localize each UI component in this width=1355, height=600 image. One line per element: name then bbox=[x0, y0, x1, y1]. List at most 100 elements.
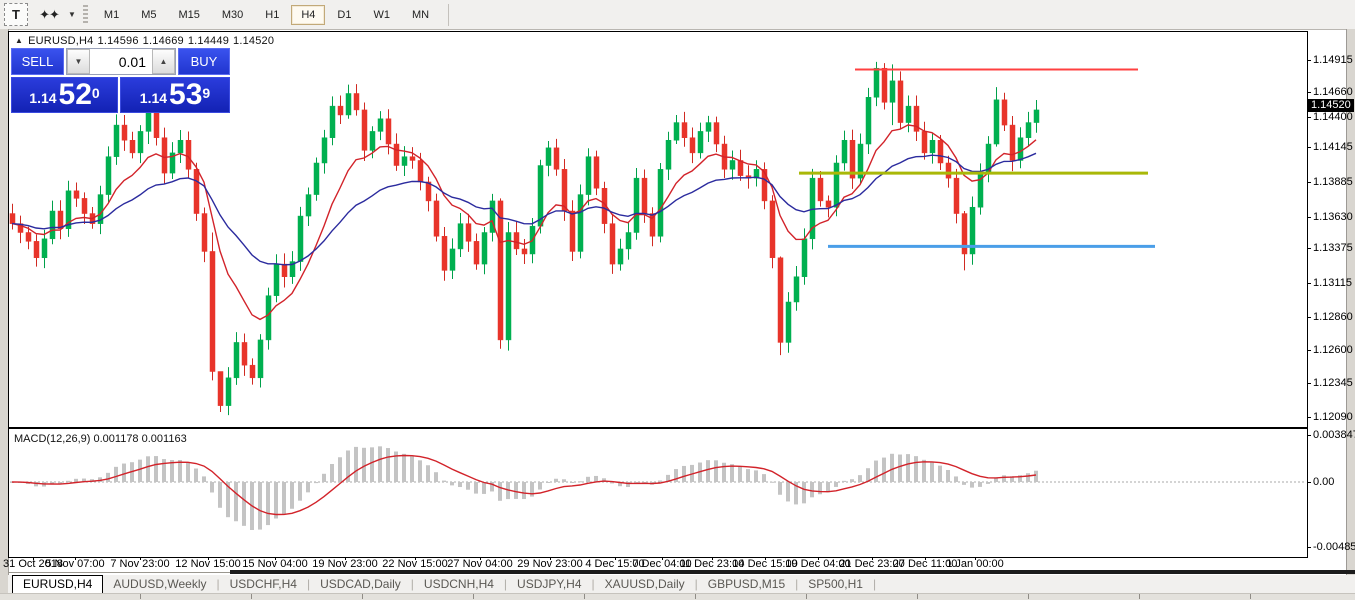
tab-separator: | bbox=[591, 577, 595, 591]
time-axis-label: 14 Dec 15:00 bbox=[732, 558, 798, 570]
strip-tick bbox=[1028, 594, 1029, 599]
chart-tab-usdchf[interactable]: USDCHF,H4 bbox=[229, 576, 297, 591]
buy-price-tile[interactable]: 1.14 53 9 bbox=[120, 77, 230, 113]
chart-tab-gbpusd[interactable]: GBPUSD,M15 bbox=[707, 576, 786, 591]
price-axis-label: 1.14400 bbox=[1313, 111, 1353, 123]
time-axis-label: 21 Dec 23:00 bbox=[839, 558, 905, 570]
price-axis-tick bbox=[1307, 283, 1311, 284]
time-axis-label: 22 Nov 15:00 bbox=[382, 558, 448, 570]
strip-tick bbox=[695, 594, 696, 599]
strip-tick bbox=[806, 594, 807, 599]
chart-tab-eurusd[interactable]: EURUSD,H4 bbox=[12, 574, 104, 594]
timeframe-button-m30[interactable]: M30 bbox=[221, 8, 244, 21]
tab-separator: | bbox=[503, 577, 508, 591]
price-axis-label: 1.12860 bbox=[1313, 311, 1353, 323]
timeframe-button-h4[interactable]: H4 bbox=[291, 4, 326, 25]
text-label-tool-icon[interactable]: T bbox=[4, 3, 28, 26]
hscroll-thumb[interactable] bbox=[230, 570, 1355, 574]
time-axis-label: 12 Nov 15:00 bbox=[175, 558, 241, 570]
timeframe-button-h1[interactable]: H1 bbox=[265, 8, 280, 21]
price-axis-label: 1.13375 bbox=[1313, 242, 1353, 254]
sell-price-point: 0 bbox=[91, 85, 100, 101]
buy-price-point: 9 bbox=[202, 85, 211, 101]
price-axis-label: 1.12345 bbox=[1313, 377, 1353, 389]
timeframe-button-mn[interactable]: MN bbox=[411, 8, 430, 21]
volume-box: ▼ ▲ bbox=[66, 48, 176, 75]
chevron-down-icon[interactable]: ▼ bbox=[68, 10, 76, 19]
high-value: 1.14669 bbox=[142, 35, 184, 47]
time-axis-label: 7 Dec 04:00 bbox=[632, 558, 692, 570]
strip-tick bbox=[473, 594, 474, 599]
sell-price-base: 1.14 bbox=[29, 90, 57, 106]
open-value: 1.14596 bbox=[97, 35, 139, 47]
one-click-collapse-icon[interactable]: ▲ bbox=[15, 36, 24, 45]
price-axis-tick bbox=[1307, 383, 1311, 384]
time-axis-label: 4 Dec 15:00 bbox=[585, 558, 645, 570]
price-axis-label: 1.13115 bbox=[1313, 277, 1352, 289]
buy-price-pips: 53 bbox=[169, 78, 203, 111]
window-bottom-strip bbox=[0, 593, 1355, 600]
timeframe-button-w1[interactable]: W1 bbox=[373, 8, 390, 21]
macd-indicator-pane[interactable] bbox=[8, 428, 1308, 558]
buy-price-base: 1.14 bbox=[139, 90, 168, 106]
tab-separator: | bbox=[216, 577, 220, 591]
toolbar-grip bbox=[82, 4, 88, 25]
chart-info-line: ▲ EURUSD,H4 1.14596 1.14669 1.14449 1.14520 bbox=[15, 35, 278, 47]
macd-axis-label: -0.004856 bbox=[1313, 541, 1355, 553]
chart-tab-usdjpy[interactable]: USDJPY,H4 bbox=[517, 576, 582, 591]
timeframe-button-m5[interactable]: M5 bbox=[141, 8, 157, 21]
price-axis-label: 1.13885 bbox=[1313, 176, 1353, 188]
timeframe-button-m1[interactable]: M1 bbox=[103, 8, 120, 21]
strip-tick bbox=[1139, 594, 1140, 599]
sell-price-tile[interactable]: 1.14 52 0 bbox=[11, 77, 118, 113]
volume-decrease-button[interactable]: ▼ bbox=[67, 49, 90, 74]
price-axis-tick bbox=[1307, 92, 1311, 93]
tab-separator: | bbox=[694, 577, 698, 591]
sell-button[interactable]: SELL bbox=[11, 48, 64, 75]
macd-main-value: 0.001178 bbox=[93, 433, 139, 445]
time-axis-label: 7 Nov 23:00 bbox=[110, 558, 170, 570]
time-axis-label: 27 Dec 11:00 bbox=[892, 558, 958, 570]
timeframe-buttons: M1 M5 M15 M30 H1 H4 D1 W1 MN bbox=[93, 4, 440, 25]
price-axis-tick bbox=[1307, 317, 1311, 318]
price-axis-tick bbox=[1307, 182, 1311, 183]
price-axis-label: 1.12600 bbox=[1313, 344, 1353, 356]
price-axis-tick bbox=[1307, 147, 1311, 148]
timeframe-toolbar: T ✦✦ ▼ M1 M5 M15 M30 H1 H4 D1 W1 MN bbox=[0, 0, 1355, 30]
time-axis-label: 1 Jan 00:00 bbox=[946, 558, 1004, 570]
chart-tab-xauusd[interactable]: XAUUSD,Daily bbox=[604, 576, 685, 591]
strip-tick bbox=[251, 594, 252, 599]
chart-tabbar: EURUSD,H4 AUDUSD,Weekly | USDCHF,H4 | USDCAD,… bbox=[8, 574, 1355, 594]
price-axis-label: 1.14145 bbox=[1313, 141, 1353, 153]
toolbar-separator bbox=[448, 3, 450, 26]
volume-increase-button[interactable]: ▲ bbox=[152, 49, 175, 74]
time-axis-label: 11 Dec 23:00 bbox=[679, 558, 745, 570]
tab-separator: | bbox=[410, 577, 414, 591]
price-axis-tick bbox=[1307, 417, 1311, 418]
chart-tab-sp500[interactable]: SP500,H1 bbox=[808, 576, 863, 591]
price-axis-label: 1.14915 bbox=[1313, 54, 1353, 66]
price-axis-label: 1.12090 bbox=[1313, 411, 1353, 423]
buy-button[interactable]: BUY bbox=[178, 48, 230, 75]
strip-tick bbox=[1250, 594, 1251, 599]
cursor-style-tool-icon[interactable]: ✦✦ bbox=[39, 6, 60, 22]
chart-tab-usdcnh[interactable]: USDCNH,H4 bbox=[423, 576, 494, 591]
timeframe-button-d1[interactable]: D1 bbox=[337, 8, 352, 21]
symbol-period-label: EURUSD,H4 bbox=[28, 35, 94, 47]
time-axis-label: 5 Nov 07:00 bbox=[45, 558, 105, 570]
price-axis-label: 1.13630 bbox=[1313, 211, 1353, 223]
macd-axis-label: 0.003847 bbox=[1313, 429, 1355, 441]
macd-axis-label: 0.00 bbox=[1313, 476, 1335, 488]
timeframe-button-m15[interactable]: M15 bbox=[178, 8, 200, 21]
time-axis-label: 27 Nov 04:00 bbox=[447, 558, 513, 570]
chart-tab-usdcad[interactable]: USDCAD,Daily bbox=[320, 576, 401, 591]
window-right-border bbox=[1346, 29, 1355, 600]
price-axis-tick bbox=[1307, 60, 1311, 61]
tab-separator: | bbox=[306, 577, 311, 591]
time-axis-label: 31 Oct 2018 bbox=[3, 558, 63, 570]
sell-price-pips: 52 bbox=[58, 78, 92, 111]
chart-tab-audusd[interactable]: AUDUSD,Weekly bbox=[113, 576, 207, 591]
volume-input[interactable] bbox=[90, 49, 152, 74]
time-axis-label: 29 Nov 23:00 bbox=[517, 558, 583, 570]
